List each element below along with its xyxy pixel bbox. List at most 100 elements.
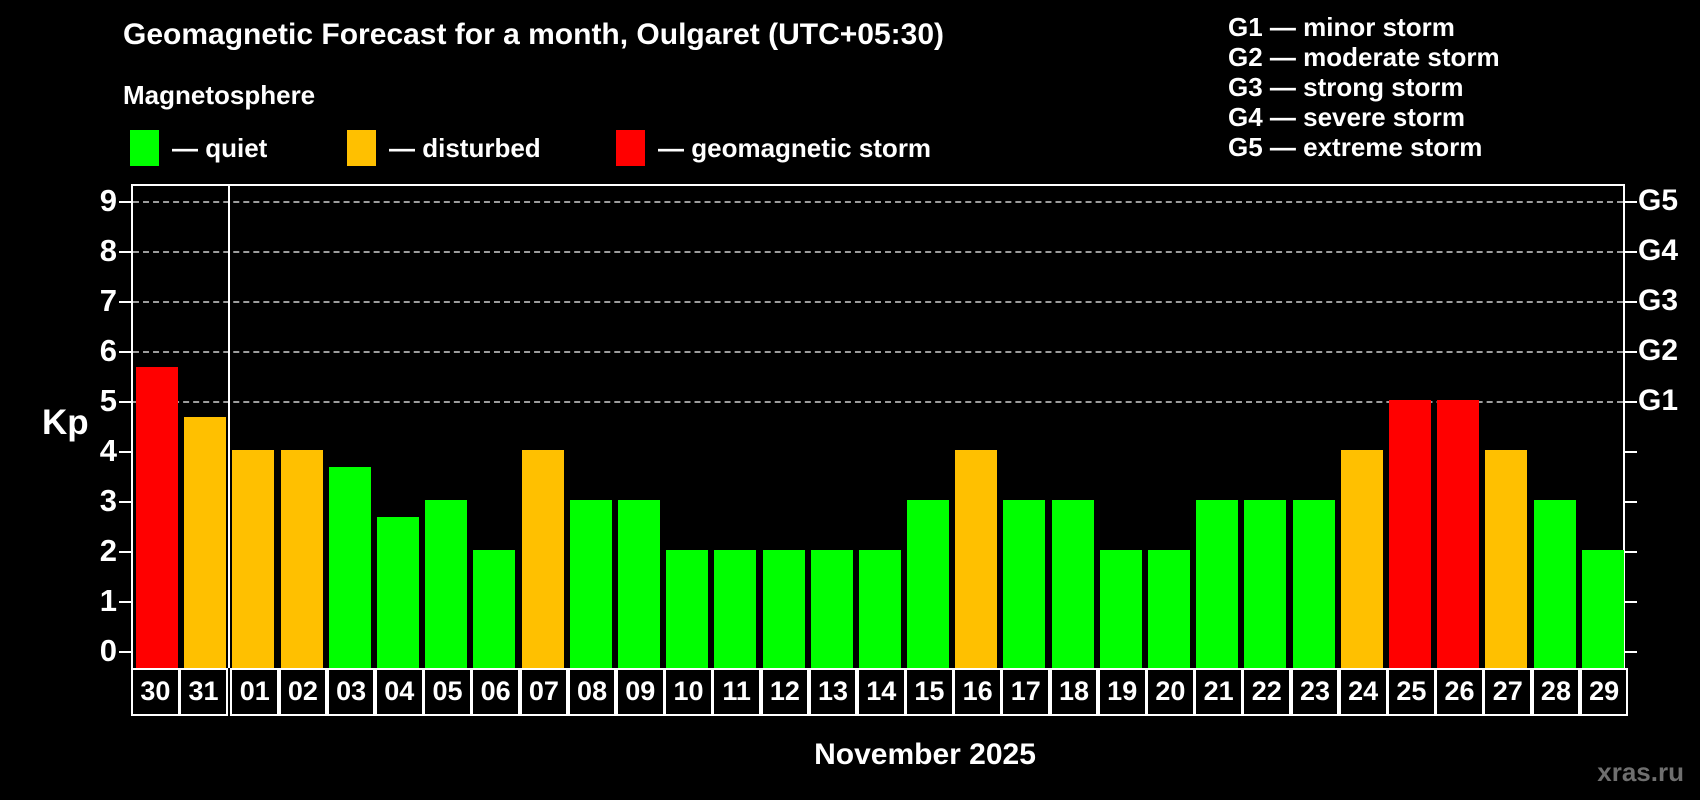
g1-legend-line: G1 — minor storm: [1228, 12, 1455, 42]
y-tick-label-6: 6: [99, 333, 117, 368]
day-label-29: 29: [1579, 668, 1629, 716]
y-tick-left-7: [119, 301, 131, 303]
g2-legend-line: G2 — moderate storm: [1228, 42, 1500, 72]
day-label-05: 05: [423, 668, 472, 716]
day-label-23: 23: [1290, 668, 1340, 716]
y-tick-right-8: [1625, 251, 1637, 253]
bar-day-29: [1581, 550, 1624, 668]
day-label-10: 10: [664, 668, 713, 716]
day-label-28: 28: [1531, 668, 1581, 716]
y-tick-label-9: 9: [99, 183, 117, 218]
right-axis-label-g1: G1: [1638, 384, 1679, 417]
bar-day-25: [1389, 400, 1432, 668]
chart-subtitle: Magnetosphere: [123, 80, 316, 110]
bar-day-03: [328, 466, 371, 668]
bar-day-10: [666, 550, 709, 668]
bar-day-13: [810, 550, 853, 668]
day-label-19: 19: [1097, 668, 1147, 716]
day-label-04: 04: [374, 668, 424, 716]
y-tick-right-2: [1625, 551, 1637, 553]
day-label-18: 18: [1049, 668, 1099, 716]
g5-legend-line: G5 — extreme storm: [1228, 132, 1483, 162]
day-label-27: 27: [1483, 668, 1533, 716]
legend-label-quiet: — quiet: [172, 132, 268, 163]
bar-day-23: [1292, 500, 1335, 668]
y-tick-label-4: 4: [99, 433, 117, 468]
chart-title: Geomagnetic Forecast for a month, Oulgar…: [123, 18, 945, 51]
legend-label-storm: — geomagnetic storm: [658, 132, 932, 163]
day-label-12: 12: [760, 668, 810, 716]
watermark: xras.ru: [1597, 757, 1684, 787]
x-axis-day-labels: 30 31 01 02 03 04 05 06 07 08 09 10 11 12 13 14 15 16 17 18…: [131, 668, 1641, 718]
y-tick-label-0: 0: [99, 633, 117, 668]
y-tick-right-9: [1625, 201, 1637, 203]
day-label-16: 16: [953, 668, 1002, 716]
quiet-color-swatch: [130, 130, 159, 166]
bar-day-22: [1244, 500, 1287, 668]
y-tick-label-7: 7: [99, 283, 117, 318]
day-label-17: 17: [1001, 668, 1051, 716]
disturbed-color-swatch: [347, 130, 376, 166]
right-axis-label-g3: G3: [1638, 284, 1679, 317]
bar-day-02: [280, 450, 323, 668]
y-tick-left-0: [119, 651, 131, 653]
legend-item-quiet: — quiet: [130, 129, 267, 167]
bar-day-30: [136, 366, 178, 668]
storm-scale-legend: G1 — minor storm G2 — moderate storm G3 …: [1228, 12, 1500, 162]
y-tick-label-2: 2: [99, 533, 117, 568]
bar-day-07: [521, 450, 564, 668]
bar-day-12: [762, 550, 805, 668]
plot-area: 0 1 2 3 4 5 6 7 8 9 G1 G2 G3 G4 G5: [100, 183, 1678, 668]
bar-day-08: [569, 500, 612, 668]
bar-day-19: [1099, 550, 1142, 668]
day-label-11: 11: [712, 668, 761, 716]
y-tick-label-8: 8: [99, 233, 117, 268]
gridline-kp-7: [133, 301, 1623, 303]
legend-item-disturbed: — disturbed: [347, 129, 541, 167]
gridline-kp-9: [133, 201, 1623, 203]
day-label-20: 20: [1146, 668, 1195, 716]
y-tick-left-9: [119, 201, 131, 203]
bar-day-26: [1437, 400, 1480, 668]
day-label-02: 02: [278, 668, 328, 716]
day-label-26: 26: [1435, 668, 1484, 716]
bar-day-17: [1003, 500, 1046, 668]
y-tick-right-1: [1625, 601, 1637, 603]
bar-day-21: [1196, 500, 1239, 668]
gridline-kp-8: [133, 251, 1623, 253]
day-label-14: 14: [856, 668, 906, 716]
gridline-kp-6: [133, 351, 1623, 353]
y-tick-left-1: [119, 601, 131, 603]
y-tick-label-1: 1: [99, 583, 117, 618]
bar-day-11: [714, 550, 757, 668]
day-label-01: 01: [230, 668, 280, 716]
day-label-03: 03: [326, 668, 376, 716]
y-tick-left-4: [119, 451, 131, 453]
day-label-21: 21: [1194, 668, 1243, 716]
legend-item-storm: — geomagnetic storm: [616, 129, 931, 167]
month-separator-line: [228, 186, 231, 668]
bar-day-28: [1533, 500, 1576, 668]
bar-day-05: [425, 500, 468, 668]
right-axis-label-g2: G2: [1638, 334, 1679, 367]
bar-day-15: [907, 500, 950, 668]
x-axis-title: November 2025: [814, 738, 1036, 771]
y-tick-right-4: [1625, 451, 1637, 453]
bar-day-06: [473, 550, 516, 668]
day-label-13: 13: [808, 668, 858, 716]
y-tick-label-3: 3: [99, 483, 117, 518]
day-label-07: 07: [519, 668, 569, 716]
day-label-24: 24: [1338, 668, 1388, 716]
right-axis-label-g5: G5: [1638, 184, 1679, 217]
g3-legend-line: G3 — strong storm: [1228, 72, 1464, 102]
y-tick-right-6: [1625, 351, 1637, 353]
day-label-15: 15: [905, 668, 954, 716]
y-tick-label-5: 5: [99, 383, 117, 418]
bar-day-27: [1485, 450, 1528, 668]
day-label-25: 25: [1387, 668, 1436, 716]
bar-day-09: [617, 500, 660, 668]
bar-day-31: [184, 416, 227, 668]
right-axis-label-g4: G4: [1638, 234, 1679, 267]
day-label-08: 08: [567, 668, 617, 716]
